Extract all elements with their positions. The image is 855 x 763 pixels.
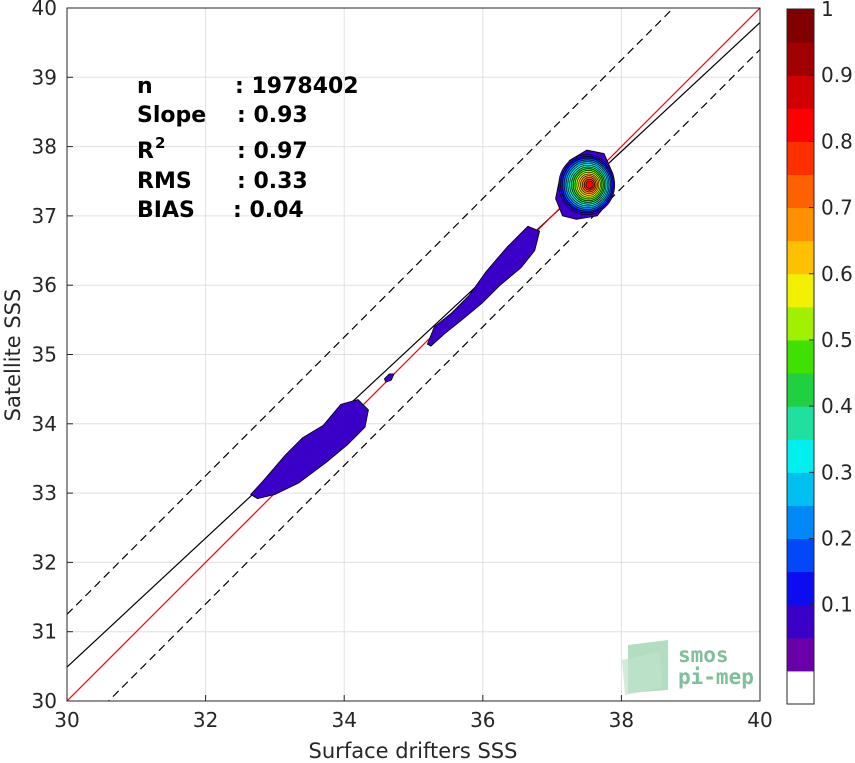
stats-box: n : 1978402 Slope : 0.93 R 2 : 0.97 RMS : 0.33 BI… [137, 74, 359, 223]
density-peak-contour [585, 180, 594, 189]
y-tick-label: 30 [32, 689, 57, 713]
y-axis-label: Satellite SSS [1, 289, 25, 422]
colorbar-segment [787, 637, 814, 672]
stat-superscript: 2 [155, 134, 165, 152]
x-tick-label: 32 [193, 708, 218, 732]
stat-value: : 0.04 [233, 198, 304, 223]
x-tick-label: 34 [331, 708, 356, 732]
x-axis-label: Surface drifters SSS [309, 739, 518, 763]
colorbar-segment [787, 108, 814, 142]
density-contours [250, 149, 616, 500]
colorbar-segment [787, 604, 814, 639]
colorbar-segment [787, 373, 814, 407]
colorbar-segment [787, 538, 814, 573]
y-tick-label: 32 [32, 550, 57, 574]
y-tick-label: 31 [32, 620, 57, 644]
logo-line-1: smos [678, 643, 729, 667]
colorbar-segment [787, 339, 814, 374]
colorbar-segment [787, 439, 814, 473]
y-tick-label: 35 [32, 343, 57, 367]
logo-line-2: pi-mep [678, 665, 754, 689]
colorbar-segment [787, 273, 814, 308]
colorbar-tick-label: 0.8 [821, 129, 853, 153]
density-blob [383, 373, 395, 383]
reference-lines [67, 8, 760, 701]
x-tick-label: 38 [609, 708, 634, 732]
stat-value: : 0.93 [237, 103, 308, 128]
colorbar-segment [787, 9, 814, 43]
stat-label: BIAS [137, 198, 195, 223]
y-tick-label: 39 [32, 65, 57, 89]
colorbar-segment [787, 505, 814, 540]
fit-line [67, 22, 760, 668]
x-tick-label: 30 [54, 708, 79, 732]
y-tick-label: 34 [32, 412, 57, 436]
colorbar-tick-label: 0.1 [821, 593, 853, 617]
colorbar: 0.1 0.2 0.3 0.4 0.5 0.6 0.7 0.8 0.9 1 [786, 0, 853, 705]
x-tick-label: 40 [747, 708, 772, 732]
y-tick-label: 40 [32, 0, 57, 20]
colorbar-tick-label: 0.4 [821, 394, 853, 418]
identity-line [67, 8, 760, 701]
x-tick-label: 36 [470, 708, 495, 732]
stat-value: : 0.97 [237, 139, 308, 164]
y-tick-label: 38 [32, 135, 57, 159]
colorbar-tick-label: 0.3 [821, 460, 853, 484]
colorbar-tick-label: 1 [821, 0, 834, 21]
logo-wave-graphic-2 [622, 652, 662, 695]
y-tick-label: 37 [32, 204, 57, 228]
colorbar-segment [787, 174, 814, 209]
upper-bound-line [67, 8, 675, 615]
colorbar-segment [787, 42, 814, 76]
colorbar-segment [787, 141, 814, 175]
lower-bound-line [107, 49, 760, 701]
colorbar-segment [787, 406, 814, 440]
y-tick-label: 36 [32, 273, 57, 297]
colorbar-segment [787, 670, 814, 705]
colorbar-tick-label: 0.7 [821, 196, 853, 220]
colorbar-segment [787, 240, 814, 275]
colorbar-segment [787, 306, 814, 341]
colorbar-segment [787, 472, 814, 506]
colorbar-segment [787, 207, 814, 242]
stat-label: R [137, 139, 154, 164]
x-axis-ticks: 30 32 34 36 38 40 [54, 695, 773, 732]
colorbar-segment [787, 75, 814, 109]
colorbar-tick-label: 0.9 [821, 63, 853, 87]
smos-pimep-logo: smos pi-mep [622, 640, 754, 695]
stat-label: Slope [137, 103, 206, 128]
stat-value: : 1978402 [235, 74, 359, 99]
density-blob [250, 399, 369, 500]
density-blob [426, 225, 541, 347]
colorbar-tick-label: 0.6 [821, 262, 853, 286]
colorbar-tick-label: 0.2 [821, 527, 853, 551]
colorbar-segment [787, 571, 814, 606]
stat-value: : 0.33 [237, 169, 308, 194]
colorbar-tick-label: 0.5 [821, 328, 853, 352]
stat-label: RMS [137, 169, 192, 194]
y-tick-label: 33 [32, 481, 57, 505]
colorbar-frame [786, 8, 815, 705]
stat-label: n [137, 74, 153, 99]
y-axis-ticks: 30 31 32 33 34 35 36 37 38 39 40 [32, 0, 73, 713]
